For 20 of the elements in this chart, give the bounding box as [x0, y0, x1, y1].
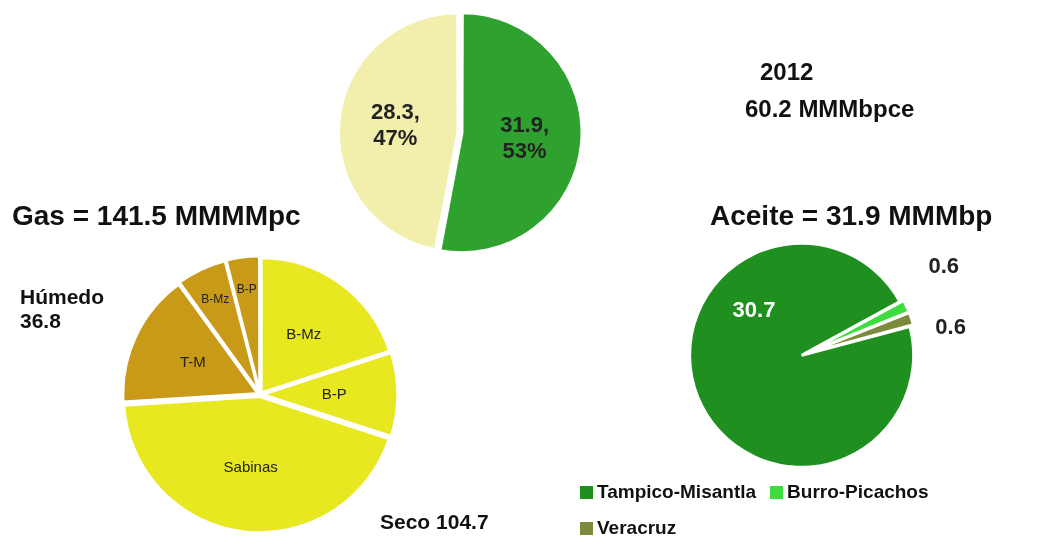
slice-label: Sabinas — [223, 458, 278, 476]
data-label: 0.6 — [928, 252, 960, 278]
data-label: 30.7 — [732, 296, 776, 322]
data-label: 28.3, 47% — [370, 99, 420, 151]
chart-title: Aceite = 31.9 MMMbp — [710, 200, 993, 232]
text: 60.2 MMMbpce — [745, 95, 915, 123]
chart-title: Gas = 141.5 MMMMpc — [12, 200, 301, 232]
legend-label: Veracruz — [596, 516, 677, 540]
slice-label: T-M — [179, 353, 206, 371]
slice-label: B-P — [236, 282, 257, 297]
data-label: 0.6 — [935, 313, 966, 339]
legend-label: Burro-Picachos — [786, 480, 929, 504]
text: 2012 — [760, 58, 814, 86]
slice-label: B-Mz — [286, 324, 322, 342]
text: Húmedo 36.8 — [20, 285, 105, 333]
legend-label: Tampico-Misantla — [596, 480, 757, 504]
text: Seco 104.7 — [380, 510, 490, 534]
slice-label: B-Mz — [201, 291, 230, 306]
data-label: 31.9, 53% — [500, 111, 550, 163]
slice-label: B-P — [321, 384, 347, 402]
